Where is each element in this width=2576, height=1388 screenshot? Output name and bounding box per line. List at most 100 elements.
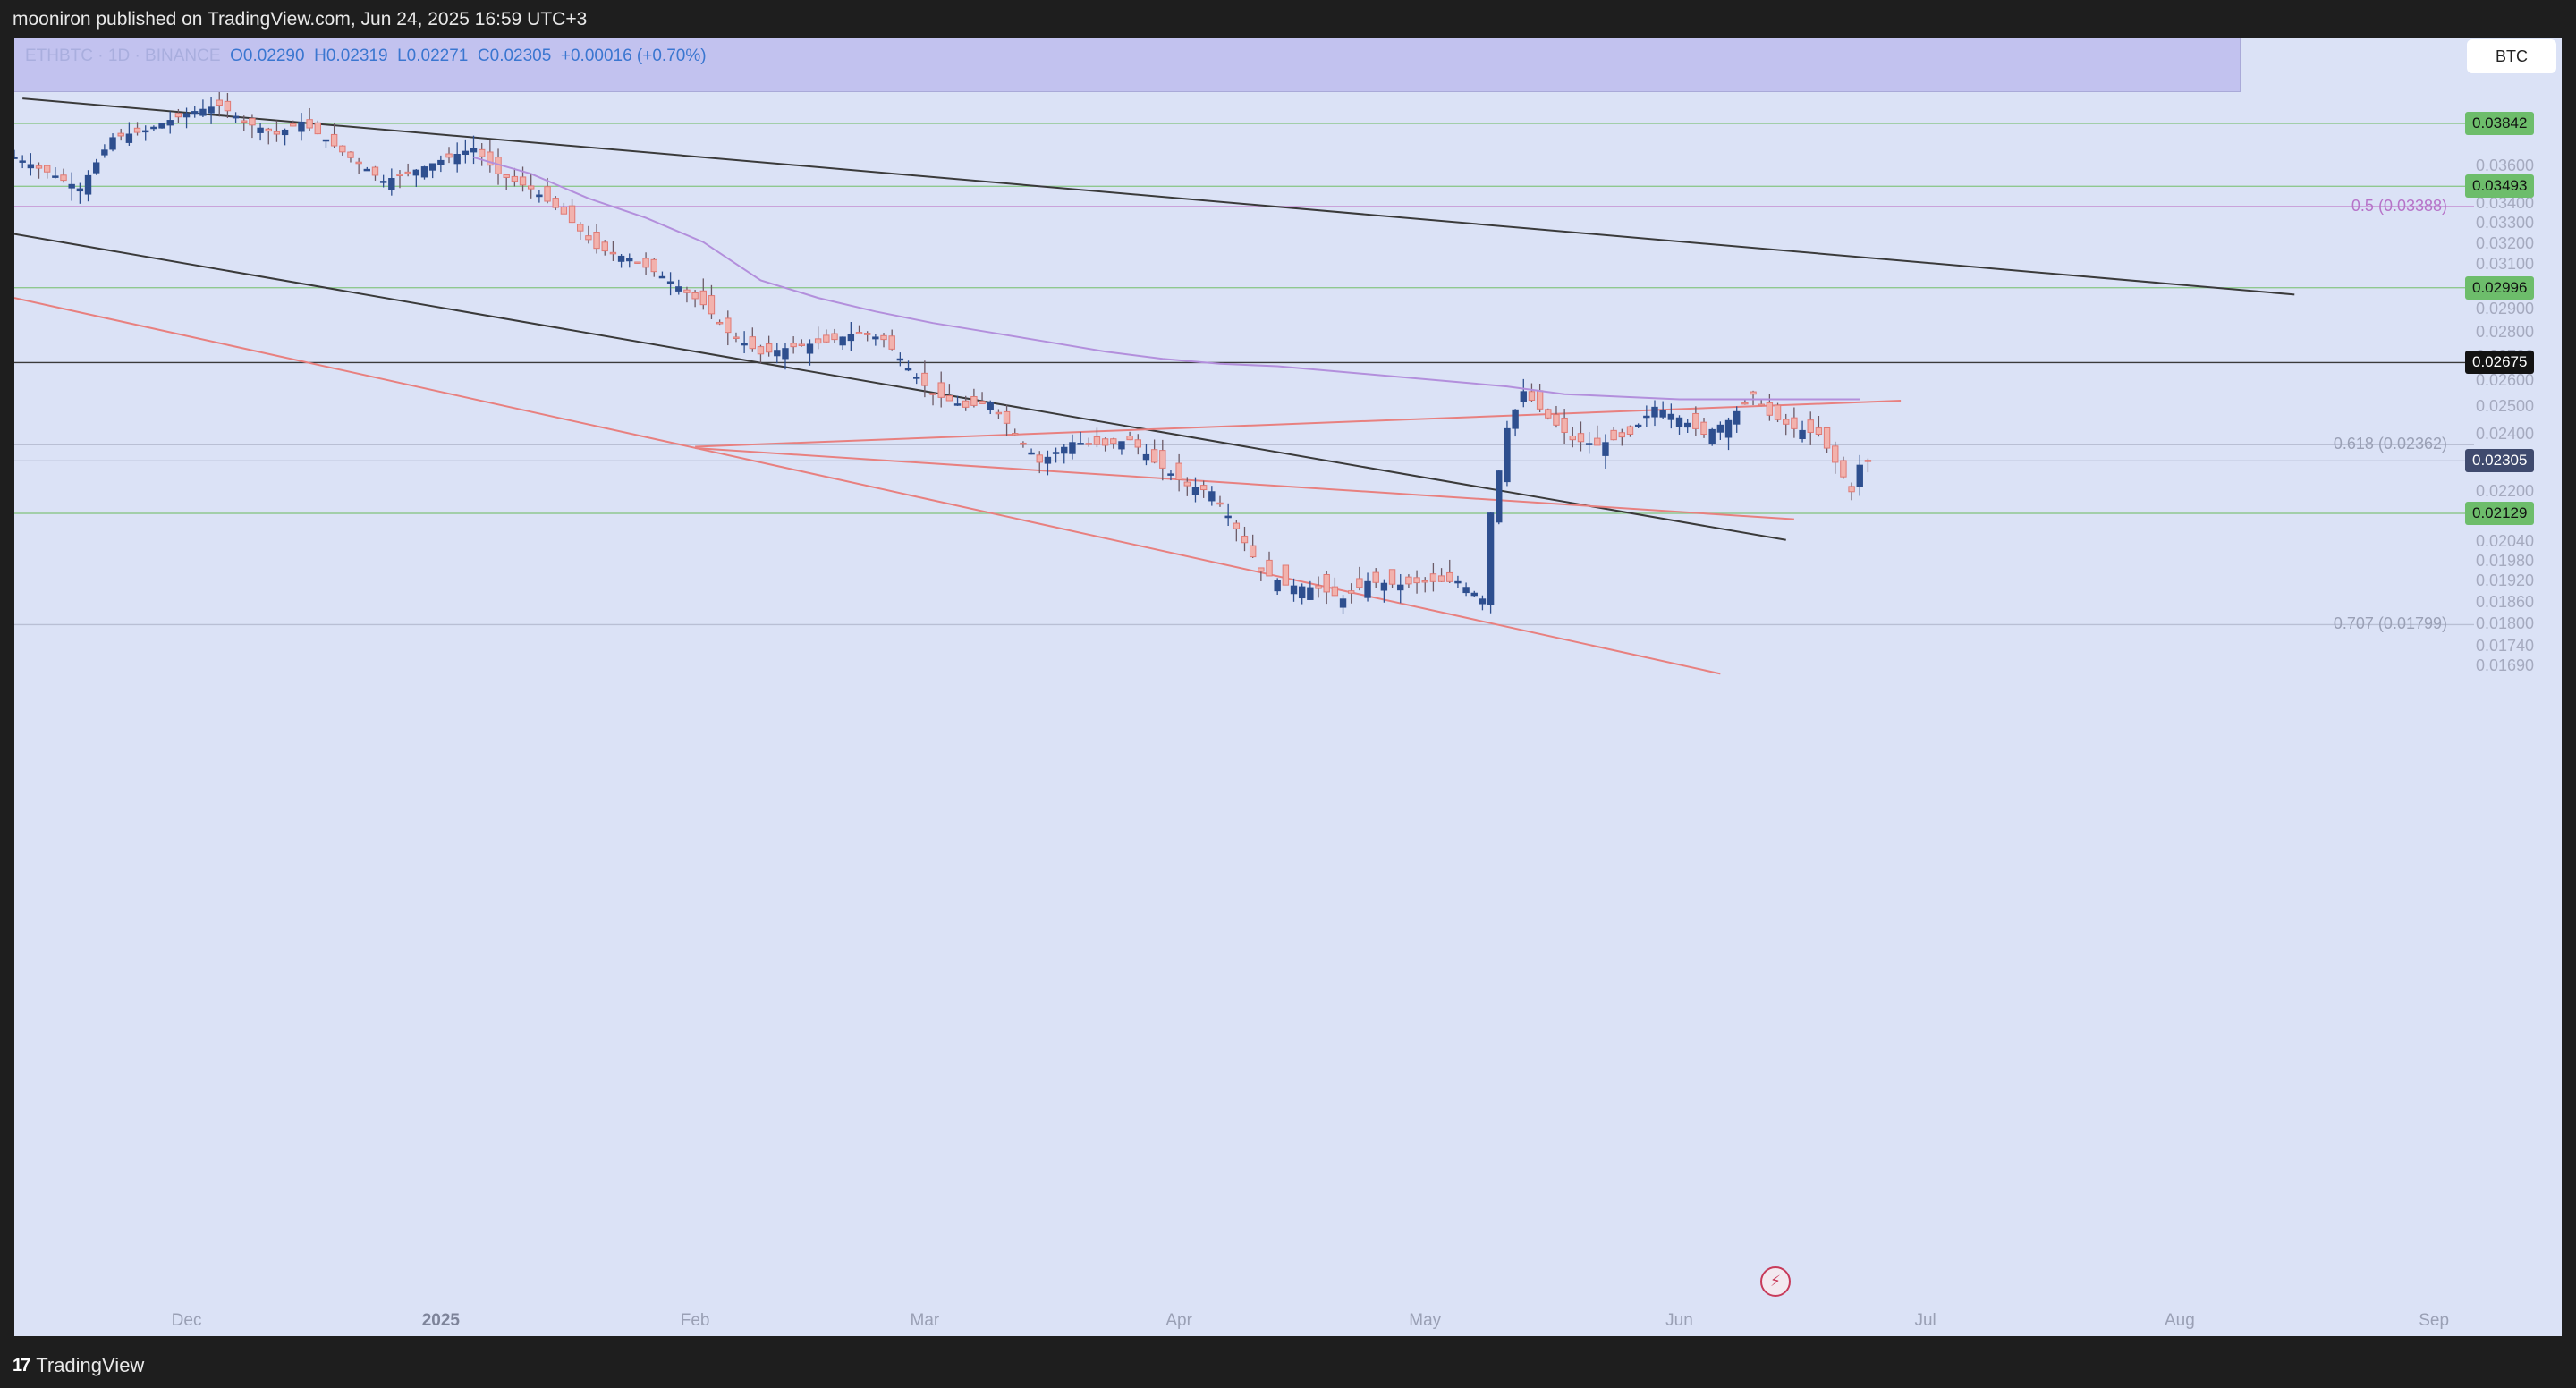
trendline-3[interactable]	[695, 400, 1902, 448]
price-chart[interactable]	[14, 38, 2562, 1336]
candle	[1397, 574, 1404, 604]
candle	[339, 145, 346, 156]
tradingview-logo-icon: 17	[13, 1355, 30, 1375]
candle	[847, 322, 855, 351]
price-tag-0.02675: 0.02675	[2465, 351, 2535, 375]
candle	[347, 151, 354, 163]
candle	[953, 395, 962, 406]
candle	[404, 163, 411, 177]
candle	[330, 123, 338, 148]
candle	[1750, 390, 1757, 406]
candle	[1610, 427, 1617, 441]
trendline-0[interactable]	[22, 97, 2295, 296]
price-tag-0.02996: 0.02996	[2465, 275, 2535, 300]
candle	[60, 168, 67, 183]
time-axis-label-Sep: Sep	[2419, 1311, 2450, 1330]
candle	[478, 143, 486, 166]
candle	[863, 331, 871, 342]
open-value: O0.02290	[230, 47, 305, 65]
trendline-4[interactable]	[695, 447, 1794, 520]
candle	[306, 107, 313, 131]
candle	[1446, 559, 1453, 584]
candle	[1307, 580, 1314, 600]
price-axis-label: 0.02400	[2476, 424, 2535, 443]
candle	[757, 344, 765, 364]
candle	[445, 147, 453, 164]
candle	[568, 199, 576, 224]
candle	[691, 290, 699, 308]
candle	[1815, 415, 1823, 437]
candle	[1569, 427, 1576, 448]
candle	[1487, 512, 1495, 614]
publish-info: mooniron published on TradingView.com, J…	[13, 9, 588, 30]
candle	[281, 128, 289, 146]
candle	[428, 163, 436, 179]
trendline-1[interactable]	[14, 233, 1786, 541]
candle	[962, 395, 970, 411]
candle	[1856, 454, 1863, 496]
candle	[1331, 577, 1339, 597]
ohlc-legend[interactable]: ETHBTC · 1D · BINANCE O0.02290 H0.02319 …	[14, 38, 2241, 92]
candle	[1405, 574, 1412, 588]
candle	[929, 393, 936, 406]
candle	[1774, 402, 1782, 423]
candle	[528, 174, 535, 199]
candle	[265, 127, 272, 145]
candle	[1061, 444, 1068, 464]
candle	[43, 165, 51, 179]
candle	[683, 286, 691, 303]
candle	[166, 111, 174, 134]
candle	[133, 122, 141, 136]
candle	[1651, 400, 1658, 427]
candle	[52, 167, 59, 179]
candle	[117, 128, 124, 141]
candle	[1848, 482, 1855, 501]
low-value: L0.02271	[397, 47, 469, 65]
chart-panel[interactable]: ETHBTC · 1D · BINANCE O0.02290 H0.02319 …	[14, 38, 2562, 1336]
candle	[1504, 420, 1511, 487]
candle	[1323, 571, 1330, 605]
trendlines	[14, 97, 2295, 675]
price-axis-label: 0.01740	[2476, 637, 2535, 656]
candle	[511, 167, 519, 187]
candle	[84, 170, 92, 202]
fib-label: 0.5 (0.03388)	[2351, 196, 2447, 215]
candle	[544, 177, 551, 204]
candle	[216, 88, 223, 117]
candle	[1339, 595, 1347, 614]
candle	[150, 125, 157, 131]
candle	[14, 149, 18, 159]
candle	[257, 123, 264, 141]
horizontal-levels	[14, 123, 2474, 626]
candle	[855, 325, 863, 334]
candle	[1142, 444, 1150, 466]
candle	[1208, 486, 1216, 506]
candle	[585, 225, 592, 244]
time-axis-label-Mar: Mar	[910, 1311, 940, 1330]
trendline-2[interactable]	[14, 297, 1721, 675]
candle	[774, 343, 781, 364]
currency-button[interactable]: BTC	[2467, 39, 2556, 73]
tradingview-brand[interactable]: 17 TradingView	[13, 1354, 144, 1377]
candle	[552, 196, 559, 211]
candle	[76, 182, 84, 204]
candle	[1536, 384, 1544, 413]
candle	[1741, 400, 1749, 405]
candle	[1708, 427, 1716, 446]
candle	[158, 123, 165, 129]
candle	[1823, 427, 1831, 453]
candle	[724, 310, 732, 346]
candle	[1716, 421, 1724, 440]
candle	[1118, 441, 1125, 455]
candle	[174, 108, 182, 123]
candle	[1520, 378, 1527, 408]
time-axis-label-2025: 2025	[421, 1311, 460, 1330]
footer: 17 TradingView	[0, 1343, 2576, 1388]
candle	[1724, 417, 1733, 451]
candle	[1553, 405, 1560, 428]
candle	[1348, 583, 1355, 604]
price-axis-label: 0.03200	[2476, 234, 2535, 253]
flash-event-icon[interactable]: ⚡	[1760, 1266, 1791, 1297]
candle	[142, 125, 149, 141]
candle	[1462, 582, 1470, 597]
